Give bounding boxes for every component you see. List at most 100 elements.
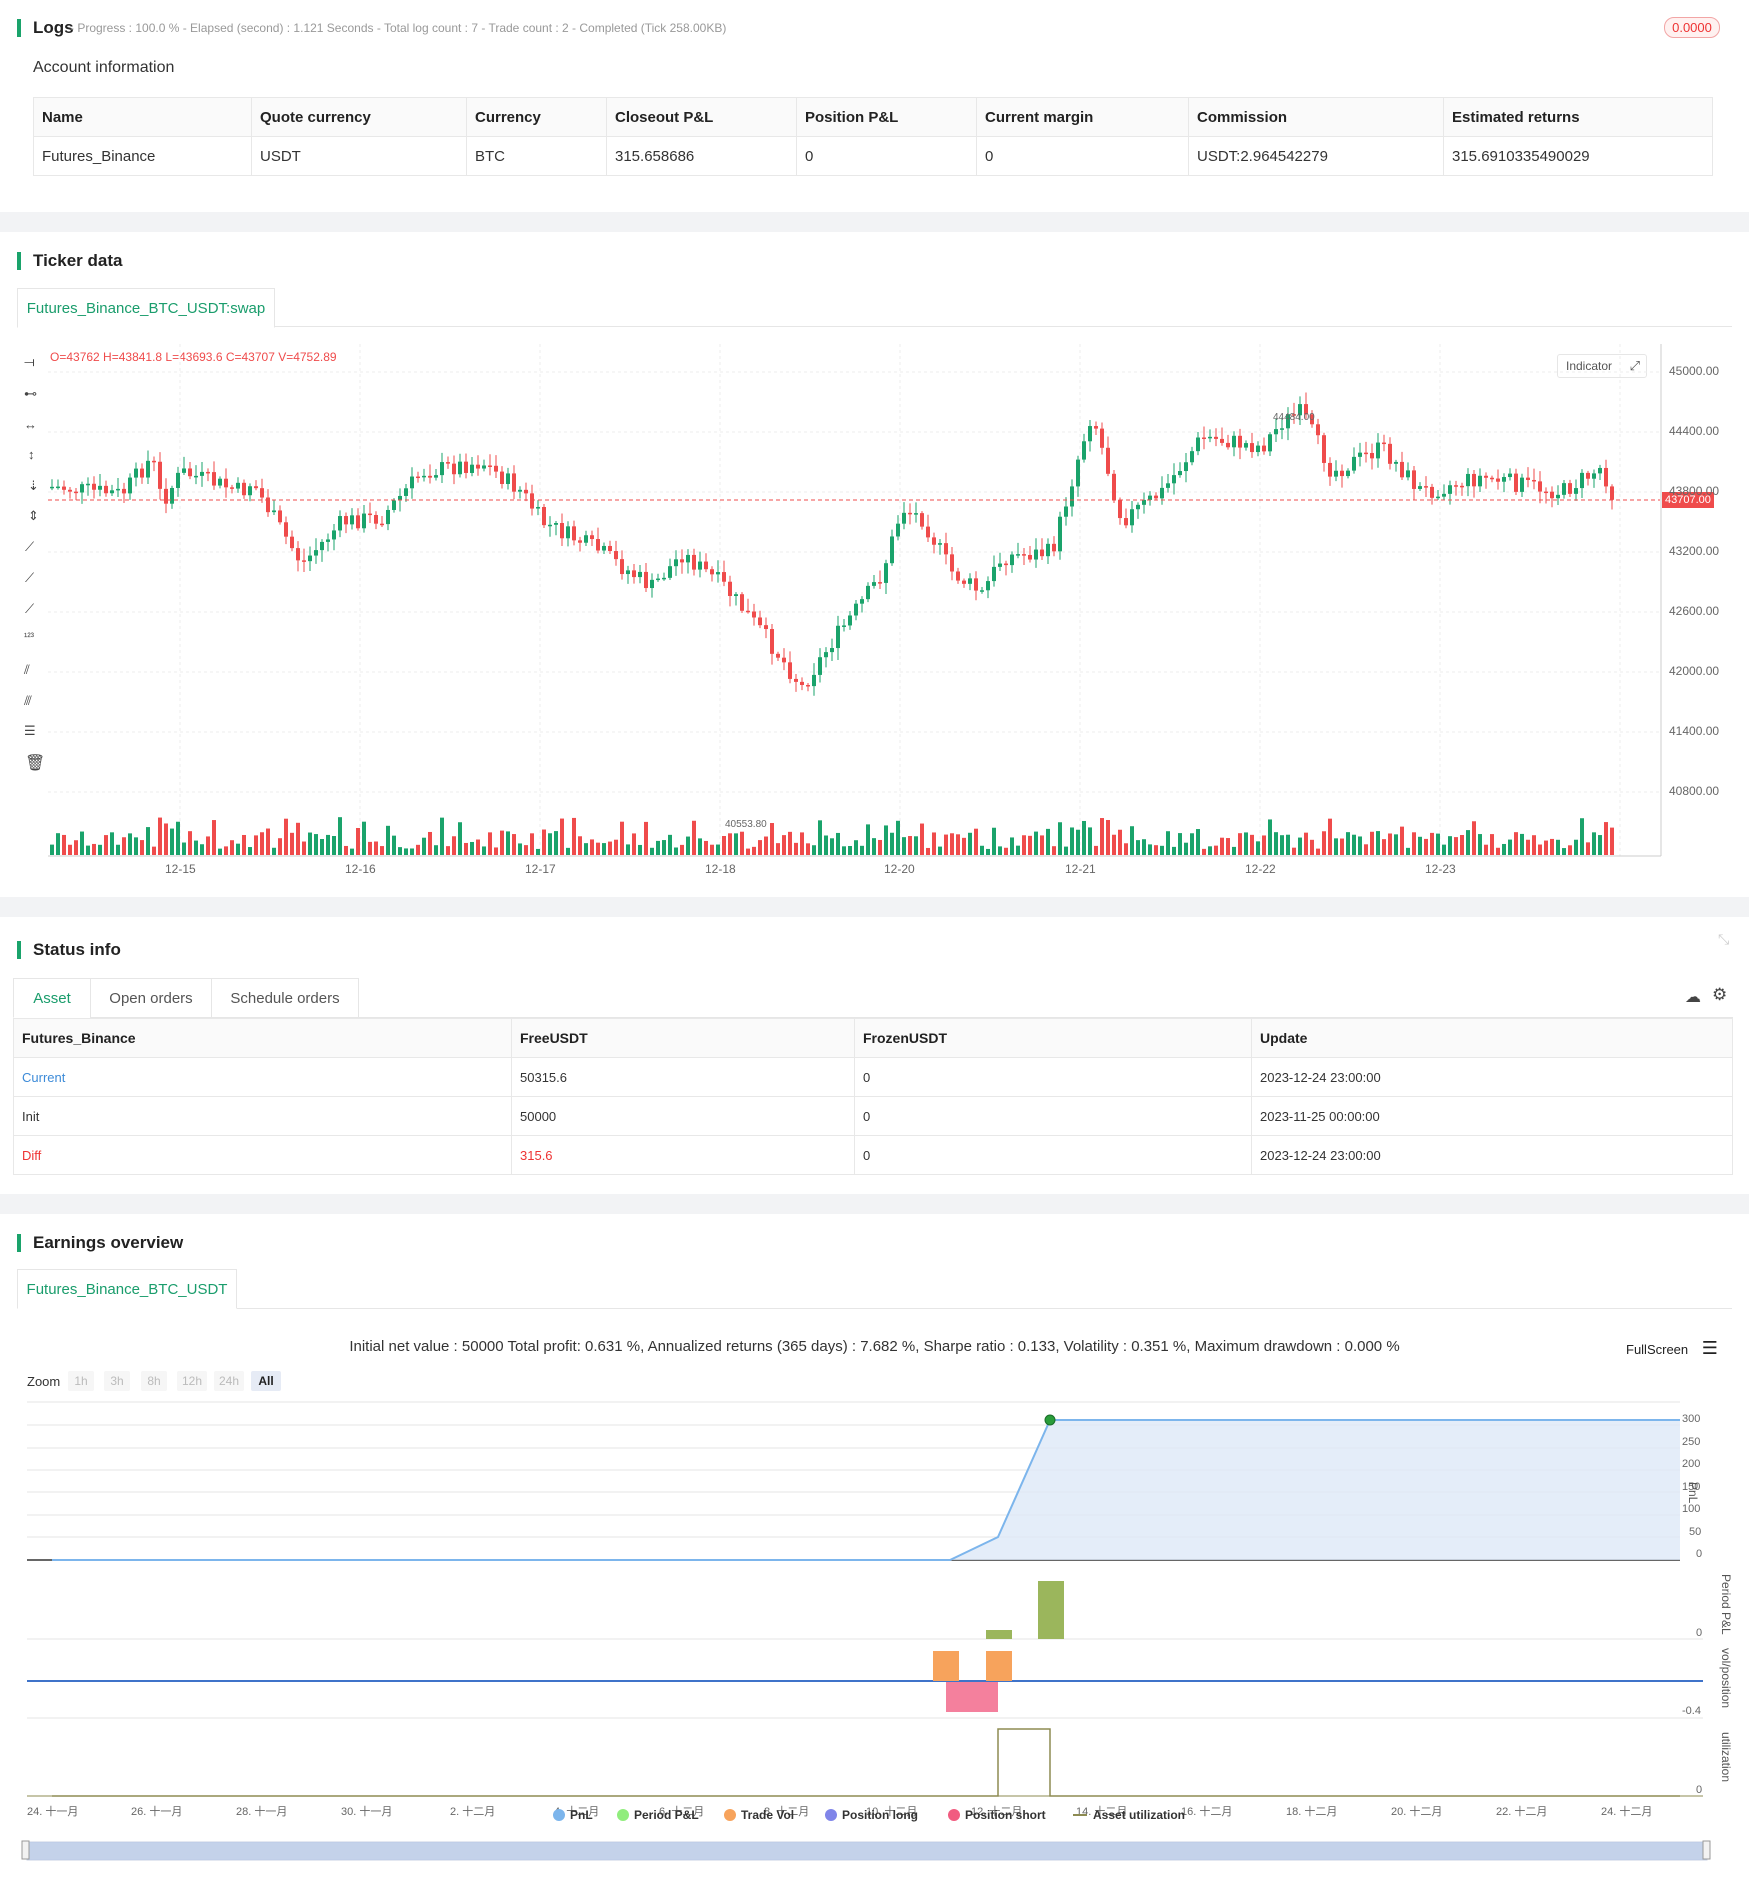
vertical-line-icon[interactable]: ↕ — [28, 447, 35, 462]
zoom-all-button[interactable]: All — [251, 1371, 281, 1391]
date-tick: 28. 十一月 — [236, 1806, 288, 1818]
tab-open-orders[interactable]: Open orders — [90, 978, 212, 1018]
candle-body — [128, 477, 132, 494]
zoom-24h-button[interactable]: 24h — [214, 1371, 244, 1391]
ray-line-icon[interactable]: ⟋ — [25, 570, 35, 585]
price-label-icon[interactable]: ¹²³ — [24, 632, 34, 643]
horizontal-ray-icon[interactable]: ⊷ — [24, 386, 37, 401]
cell-value: 0 — [854, 1057, 1252, 1097]
settings-icon[interactable]: ⚙ — [1712, 985, 1728, 1004]
candle-body — [1502, 477, 1506, 482]
legend-label: Asset utilization — [1093, 1808, 1186, 1822]
candle-body — [992, 566, 996, 582]
volume-bar — [668, 834, 672, 855]
volume-bar — [974, 828, 978, 855]
candle-body — [962, 580, 966, 584]
cloud-download-icon[interactable]: ☁ — [1685, 989, 1701, 1006]
cell-current-margin: 0 — [976, 136, 1189, 176]
volume-bar — [1556, 839, 1560, 855]
volume-bar — [926, 847, 930, 855]
trend-line-icon[interactable]: ⟋ — [25, 539, 35, 554]
tab-btc-usdt[interactable]: Futures_Binance_BTC_USDT — [17, 1269, 237, 1309]
fullscreen-button[interactable]: FullScreen ☰ — [1626, 1338, 1718, 1359]
candle-body — [1550, 491, 1554, 499]
vol-tick: -0.4 — [1682, 1705, 1701, 1717]
tab-schedule-orders[interactable]: Schedule orders — [211, 978, 359, 1018]
status-title: Status info — [17, 941, 121, 959]
time-tick: 12-17 — [525, 862, 556, 876]
candle-body — [602, 545, 606, 551]
legend-trade-vol[interactable]: Trade Vol — [724, 1808, 794, 1822]
candle-body — [1610, 486, 1614, 500]
candle-body — [1052, 543, 1056, 552]
volume-bar — [92, 843, 96, 855]
zoom-12h-button[interactable]: 12h — [177, 1371, 207, 1391]
horizontal-segment-icon[interactable]: ↔ — [24, 417, 37, 432]
legend-position-long[interactable]: Position long — [825, 1808, 918, 1822]
candle-body — [788, 662, 792, 679]
volume-bar — [1424, 838, 1428, 855]
volume-bar — [1178, 833, 1182, 855]
low-price-marker: 40553.80 — [725, 819, 767, 830]
candle-body — [1064, 506, 1068, 517]
legend-pnl[interactable]: PnL — [553, 1808, 593, 1822]
candle-body — [86, 483, 90, 486]
price-tick: 44400.00 — [1669, 424, 1720, 438]
cell-value: 2023-11-25 00:00:00 — [1251, 1096, 1733, 1136]
menu-icon[interactable]: ☰ — [1701, 1338, 1718, 1358]
candle-body — [800, 681, 804, 685]
legend-dot — [825, 1809, 837, 1821]
candle-body — [1142, 499, 1146, 505]
fib-levels-icon[interactable]: ☰ — [24, 723, 36, 738]
candle-body — [878, 582, 882, 584]
tab-asset[interactable]: Asset — [13, 978, 91, 1018]
legend-asset-utilization[interactable]: Asset utilization — [1073, 1808, 1185, 1822]
volume-bar — [344, 845, 348, 855]
volume-bar — [908, 836, 912, 855]
cell-value: 50000 — [511, 1096, 855, 1136]
indicator-button[interactable]: Indicator ⤢ — [1557, 354, 1647, 378]
candle-body — [554, 523, 558, 525]
candle-body — [206, 471, 210, 474]
trash-icon[interactable]: 🗑 — [25, 755, 46, 772]
tab-btc-usdt-swap[interactable]: Futures_Binance_BTC_USDT:swap — [17, 288, 275, 328]
candle-body — [1508, 473, 1512, 478]
candle-body — [1484, 475, 1488, 478]
ohlc-readout: O=43762 H=43841.8 L=43693.6 C=43707 V=47… — [50, 350, 337, 364]
candle-body — [386, 509, 390, 525]
candle-body — [1490, 477, 1494, 480]
candle-body — [590, 535, 594, 540]
horizontal-line-icon[interactable]: ⟞ — [24, 354, 35, 369]
volume-bar — [170, 828, 174, 855]
candle-body — [1526, 477, 1530, 480]
candle-body — [674, 559, 678, 567]
volume-bar — [452, 836, 456, 855]
vertical-segment-icon[interactable]: ⇕ — [28, 508, 39, 523]
volume-bar — [674, 847, 678, 855]
zoom-8h-button[interactable]: 8h — [141, 1371, 167, 1391]
candle-body — [998, 563, 1002, 567]
candle-body — [1070, 486, 1074, 507]
legend-period-pnl[interactable]: Period P&L — [617, 1808, 699, 1822]
zoom-3h-button[interactable]: 3h — [104, 1371, 130, 1391]
zoom-1h-button[interactable]: 1h — [68, 1371, 94, 1391]
segment-line-icon[interactable]: ⟋ — [25, 601, 35, 616]
candle-body — [662, 577, 666, 580]
parallel-channel-icon[interactable]: ⫽ — [24, 662, 30, 677]
legend-position-short[interactable]: Position short — [948, 1808, 1046, 1822]
collapse-icon[interactable]: ⤡ — [1718, 931, 1730, 947]
logs-title: Logs — [17, 19, 74, 37]
candle-body — [1598, 467, 1602, 474]
date-tick: 18. 十二月 — [1286, 1806, 1338, 1818]
candle-body — [446, 462, 450, 464]
candle-body — [116, 488, 120, 491]
expand-icon[interactable]: ⤢ — [1629, 358, 1640, 373]
volume-bar — [1508, 839, 1512, 855]
candlestick-chart[interactable] — [0, 232, 1749, 897]
volume-bar — [686, 836, 690, 855]
fib-channel-icon[interactable]: ⫻ — [24, 693, 32, 708]
candle-body — [896, 523, 900, 537]
volume-bar — [554, 831, 558, 855]
date-tick: 20. 十二月 — [1391, 1806, 1443, 1818]
vertical-ray-icon[interactable]: ⇣ — [28, 478, 39, 493]
